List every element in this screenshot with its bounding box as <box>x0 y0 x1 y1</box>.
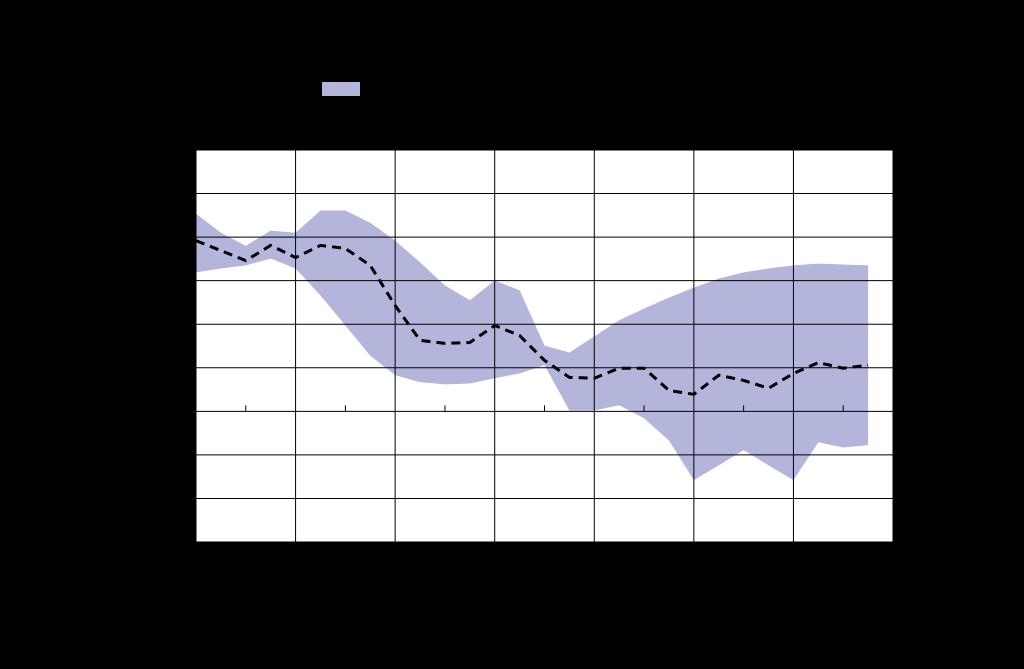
median-line <box>195 239 869 396</box>
legend-swatch <box>322 82 360 96</box>
range-band <box>196 210 869 481</box>
